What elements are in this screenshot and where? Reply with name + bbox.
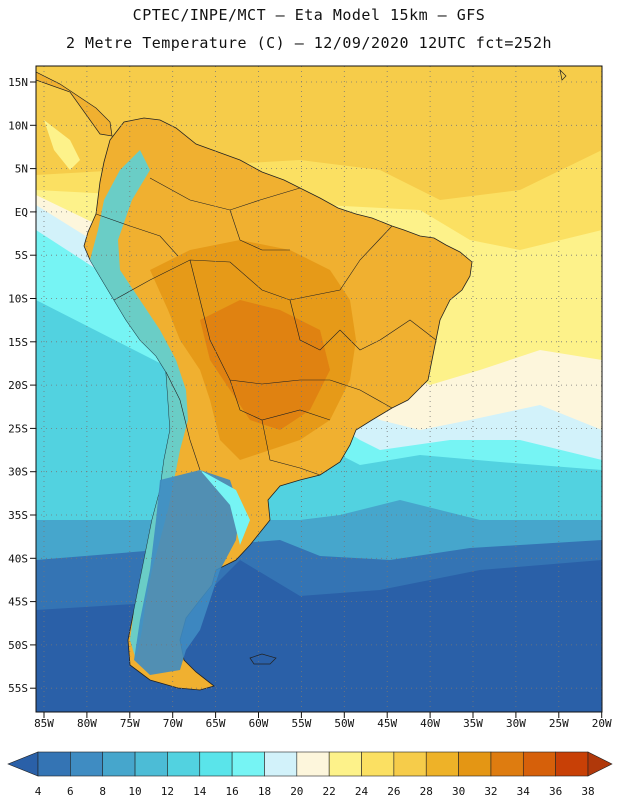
lon-label: 65W (206, 717, 226, 730)
colorbar-right-arrow (587, 751, 613, 777)
lat-label: 15N (8, 76, 28, 89)
colorbar-label: 38 (581, 785, 594, 798)
andes-cool-strip (90, 150, 188, 660)
colorbar-swatch (361, 751, 395, 777)
colorbar-swatch (167, 751, 201, 777)
very-hot-core (200, 300, 330, 430)
latitude-labels: 15N 10N 5N EQ 5S 10S 15S 20S 25S 30S 35S 40S 45S 50S 5… (8, 76, 36, 695)
colorbar-swatch (555, 751, 589, 777)
colorbar-swatch (134, 751, 168, 777)
map-field (36, 66, 602, 712)
colorbar-label: 10 (128, 785, 141, 798)
lon-label: 60W (249, 717, 269, 730)
colorbar-label: 24 (355, 785, 369, 798)
lon-label: 85W (34, 717, 54, 730)
lat-label: 5N (15, 163, 28, 176)
colorbar-swatch (458, 751, 492, 777)
lon-label: 35W (463, 717, 483, 730)
lat-label: 40S (8, 552, 28, 565)
colorbar-swatch (328, 751, 362, 777)
lat-label: 20S (8, 379, 28, 392)
lat-label: 45S (8, 596, 28, 609)
patagonia-cool (134, 470, 240, 675)
title-line-2: 2 Metre Temperature (C) — 12/09/2020 12U… (65, 34, 553, 52)
colorbar-label: 18 (258, 785, 271, 798)
title-line-1: CPTEC/INPE/MCT — Eta Model 15km — GFS (132, 6, 486, 24)
colorbar-label: 20 (290, 785, 303, 798)
colorbar-label: 16 (225, 785, 238, 798)
lon-label: 30W (506, 717, 526, 730)
lon-label: 80W (77, 717, 97, 730)
colorbar-swatch (425, 751, 459, 777)
longitude-labels: 85W 80W 75W 70W 65W 60W 55W 50W 45W 40W 35W 30W 25W 2… (34, 712, 612, 730)
lon-label: 25W (549, 717, 569, 730)
colorbar-swatch (522, 751, 556, 777)
lon-label: 20W (592, 717, 612, 730)
central-america (36, 71, 113, 137)
falkland-islands (249, 653, 277, 665)
lon-label: 70W (163, 717, 183, 730)
colorbar-label: 26 (387, 785, 400, 798)
lon-label: 55W (291, 717, 311, 730)
colorbar-label: 32 (484, 785, 497, 798)
colorbar-left-arrow (7, 751, 39, 777)
colorbar-swatch (264, 751, 298, 777)
colorbar-swatch (490, 751, 524, 777)
colorbar-label: 34 (517, 785, 531, 798)
lat-label: 30S (8, 466, 28, 479)
lat-label: EQ (15, 206, 28, 219)
colorbar-label: 8 (99, 785, 106, 798)
lat-label: 10N (8, 119, 28, 132)
colorbar-labels: 4 6 8 10 12 14 16 18 20 22 24 26 28 30 32 34 36 38 (35, 785, 595, 798)
colorbar (7, 751, 613, 777)
colorbar-swatch (70, 751, 104, 777)
colorbar-label: 12 (161, 785, 174, 798)
map-frame (35, 65, 603, 713)
colorbar-label: 6 (67, 785, 74, 798)
lat-label: 25S (8, 422, 28, 435)
lat-label: 10S (8, 293, 28, 306)
lat-label: 50S (8, 639, 28, 652)
lat-label: 55S (8, 682, 28, 695)
lon-label: 75W (120, 717, 140, 730)
colorbar-swatch (296, 751, 330, 777)
patagonia-transition (200, 470, 250, 545)
lon-label: 45W (377, 717, 397, 730)
colorbar-label: 28 (420, 785, 433, 798)
colorbar-label: 30 (452, 785, 465, 798)
colorbar-swatch (37, 751, 71, 777)
pacific-warm-patch (44, 120, 80, 170)
lon-label: 40W (420, 717, 440, 730)
colorbar-swatch (231, 751, 265, 777)
caribbean-islands (559, 68, 567, 81)
colorbar-swatch (199, 751, 233, 777)
colorbar-label: 22 (323, 785, 336, 798)
lat-label: 15S (8, 336, 28, 349)
lat-label: 5S (15, 249, 28, 262)
lon-label: 50W (334, 717, 354, 730)
colorbar-swatch (393, 751, 427, 777)
lat-label: 35S (8, 509, 28, 522)
colorbar-label: 14 (193, 785, 207, 798)
colorbar-label: 36 (549, 785, 562, 798)
colorbar-label: 4 (35, 785, 42, 798)
colorbar-swatch (102, 751, 136, 777)
